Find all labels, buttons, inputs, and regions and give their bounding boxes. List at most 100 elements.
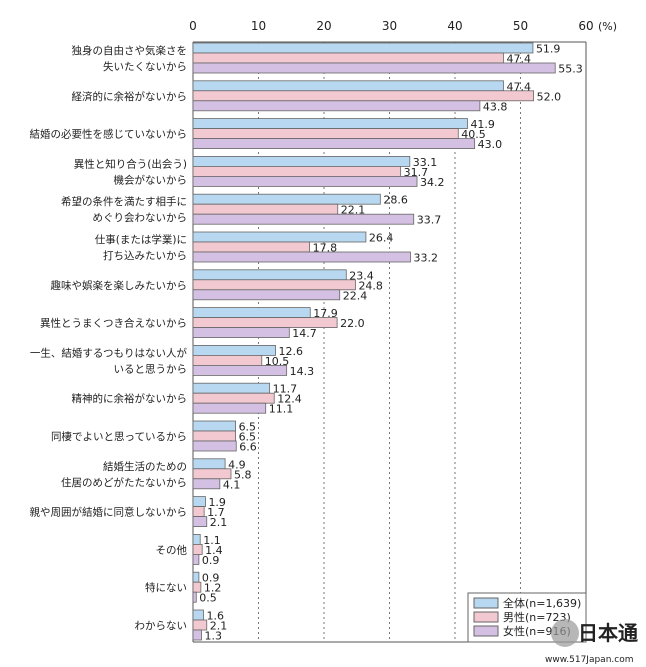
data-label: 22.0 <box>340 317 365 330</box>
bar <box>192 42 534 54</box>
bar <box>192 165 402 177</box>
category-label: 経済的に余裕がないから <box>72 90 188 103</box>
data-label: 6.5 <box>239 421 257 434</box>
data-label: 17.8 <box>313 242 338 255</box>
data-label: 1.4 <box>205 544 223 557</box>
bar <box>192 496 206 508</box>
data-label: 2.1 <box>210 620 228 633</box>
bar <box>192 591 197 603</box>
data-label: 1.3 <box>205 630 223 643</box>
legend-swatch <box>473 611 499 623</box>
bar <box>192 440 237 452</box>
bar <box>192 571 200 583</box>
category-label: 打ち込みたいから <box>103 249 187 262</box>
category-label: めぐり会わないから <box>93 211 188 224</box>
bar <box>192 420 236 432</box>
legend-label: 全体(n=1,639) <box>503 596 581 610</box>
data-label: 1.1 <box>203 534 221 547</box>
data-label: 24.8 <box>358 279 383 292</box>
data-label: 33.1 <box>413 156 438 169</box>
data-label: 52.0 <box>537 90 562 103</box>
bar <box>192 62 556 74</box>
bar <box>192 364 288 376</box>
data-label: 1.2 <box>204 582 222 595</box>
bar <box>192 138 476 150</box>
bar <box>192 382 271 394</box>
x-tick-label: 60 <box>578 19 593 33</box>
data-label: 55.3 <box>558 63 583 76</box>
bar <box>192 458 226 470</box>
data-label: 11.7 <box>273 383 298 396</box>
bar <box>192 155 411 167</box>
bar <box>192 430 236 442</box>
category-label: 仕事(または学業)に <box>95 233 187 246</box>
data-label: 22.1 <box>341 204 366 217</box>
x-tick-label: 0 <box>189 19 197 33</box>
category-label: 希望の条件を満たす相手に <box>61 195 187 208</box>
data-label: 10.5 <box>265 355 290 368</box>
category-label: その他 <box>156 543 188 556</box>
data-label: 47.4 <box>506 53 530 66</box>
bar <box>192 100 481 112</box>
data-label: 0.5 <box>199 592 217 605</box>
bar <box>192 193 381 205</box>
bar <box>192 327 290 339</box>
data-label: 26.4 <box>369 232 394 245</box>
data-label: 11.1 <box>269 403 294 416</box>
category-label: 同棲でよいと思っているから <box>51 430 187 443</box>
bar <box>192 175 418 187</box>
bar <box>192 80 504 92</box>
category-label: 精神的に余裕がないから <box>72 392 188 405</box>
bar <box>192 128 459 140</box>
bar <box>192 619 208 631</box>
data-label: 23.4 <box>349 269 374 282</box>
bar <box>192 534 201 545</box>
data-label: 6.5 <box>239 431 257 444</box>
bar <box>192 554 200 565</box>
data-label: 14.3 <box>290 365 315 378</box>
bar <box>192 279 356 291</box>
bar <box>192 354 263 366</box>
data-label: 43.0 <box>478 138 503 151</box>
data-label: 33.7 <box>417 214 442 227</box>
data-label: 28.6 <box>383 194 408 207</box>
data-label: 1.9 <box>208 496 226 509</box>
category-label: いると思うから <box>114 363 188 375</box>
data-label: 33.2 <box>413 252 438 265</box>
data-label: 12.6 <box>279 345 304 358</box>
bar <box>192 344 276 356</box>
data-label: 22.4 <box>343 289 368 302</box>
data-label: 40.5 <box>461 128 486 141</box>
category-label: わからない <box>135 620 188 632</box>
x-tick-label: 20 <box>316 19 331 33</box>
bar <box>192 609 204 621</box>
bar <box>192 468 232 480</box>
data-label: 41.9 <box>470 118 495 131</box>
bar <box>192 392 275 404</box>
bar <box>192 231 367 243</box>
bar <box>192 289 341 301</box>
x-tick-label: 30 <box>382 19 397 33</box>
data-label: 5.8 <box>234 468 252 481</box>
data-label: 2.1 <box>210 516 228 529</box>
category-label: 住居のめどがたたないから <box>61 476 187 489</box>
data-label: 31.7 <box>404 166 429 179</box>
watermark-logo <box>551 619 579 647</box>
bar <box>192 478 221 490</box>
bar <box>192 629 202 641</box>
bar <box>192 118 468 129</box>
data-label: 17.9 <box>313 307 338 320</box>
category-label: 結婚生活のための <box>103 460 187 473</box>
data-label: 0.9 <box>202 572 220 585</box>
category-label: 一生、結婚するつもりはない人が <box>30 346 188 359</box>
bar <box>192 213 415 225</box>
category-label: 趣味や娯楽を楽しみたいから <box>51 279 188 292</box>
data-label: 1.7 <box>207 506 225 519</box>
bar <box>192 506 205 518</box>
x-unit: (%) <box>598 20 617 33</box>
category-label: 結婚の必要性を感じていないから <box>30 128 188 141</box>
data-label: 47.4 <box>506 80 530 93</box>
bar <box>192 402 267 414</box>
